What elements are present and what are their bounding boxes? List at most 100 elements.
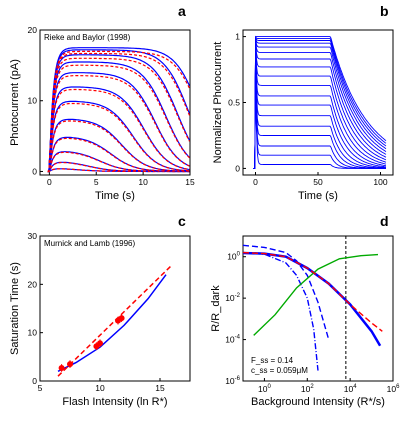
model-curve <box>57 274 167 372</box>
x-axis-label: Time (s) <box>298 190 338 202</box>
panel-letter-d: d <box>380 213 389 229</box>
fit-line <box>57 264 173 377</box>
panel-d: 100 102 104 106 10-6 10-4 10-2 100 Background In… <box>210 235 400 408</box>
data-point <box>58 364 65 371</box>
data-point <box>118 315 125 322</box>
panel-letter-c: c <box>178 213 186 229</box>
plot-frame <box>242 29 394 176</box>
model-curve <box>47 86 190 173</box>
series-line <box>242 251 382 347</box>
model-curve <box>253 48 386 169</box>
x-axis-label: Time (s) <box>95 190 135 202</box>
panel-a: 0 5 10 15 0 10 20 Time (s) Photocurrent (pA) Riek… <box>9 25 195 202</box>
x-tick-exponent: 2 <box>310 384 314 390</box>
series-line <box>242 251 383 332</box>
x-tick-label: 50 <box>313 177 323 187</box>
x-tick-label: 5 <box>38 383 43 393</box>
series-line <box>242 251 319 371</box>
x-tick-label: 5 <box>94 177 99 187</box>
model-curve <box>253 36 387 169</box>
model-curve <box>253 41 387 169</box>
data-curve <box>47 161 190 173</box>
model-curve <box>47 54 191 173</box>
plot-frame <box>39 29 191 176</box>
x-tick-label: 104 <box>344 384 357 394</box>
panel-annotation: F_ss = 0.14 <box>251 356 294 365</box>
data-curve <box>47 64 190 173</box>
y-axis-label: R/R_dark <box>210 285 222 332</box>
model-curve <box>253 44 387 169</box>
model-curve <box>47 100 190 173</box>
model-curve <box>47 61 190 173</box>
y-tick-label: 10 <box>28 328 38 338</box>
model-curve <box>253 50 386 169</box>
model-curve <box>253 47 386 169</box>
model-curve <box>253 37 387 169</box>
y-axis-label: Photocurrent (pA) <box>9 59 21 146</box>
x-tick-exponent: 0 <box>267 384 271 390</box>
x-tick-label: 10 <box>95 383 105 393</box>
x-axis-label: Flash Intensity (ln R*) <box>62 396 167 408</box>
y-tick-label: 20 <box>28 279 38 289</box>
model-curve <box>253 37 387 169</box>
panel-annotation: c_ss = 0.059μM <box>251 366 308 375</box>
model-curve <box>47 72 190 173</box>
y-tick-label: 0 <box>32 166 37 176</box>
y-tick-exponent: -6 <box>235 376 241 382</box>
y-tick-exponent: -4 <box>235 335 241 341</box>
model-curve <box>253 35 387 169</box>
data-curve <box>47 52 191 173</box>
y-tick-label: 10 <box>28 96 38 106</box>
y-tick-label: 100 <box>227 252 240 262</box>
y-tick-label: 1 <box>235 32 240 42</box>
plot-frame <box>39 235 191 382</box>
panel-annotation: Murnick and Lamb (1996) <box>44 239 135 248</box>
model-curve <box>47 47 191 173</box>
series-line <box>253 253 379 336</box>
y-tick-label: 10-2 <box>225 293 240 303</box>
y-tick-label: 0.5 <box>228 98 240 108</box>
plot-frame <box>242 235 394 382</box>
model-curve <box>47 49 191 173</box>
x-tick-exponent: 4 <box>353 384 357 390</box>
series-line <box>242 244 330 340</box>
y-tick-exponent: -2 <box>235 293 241 299</box>
panel-letter-b: b <box>380 3 389 19</box>
model-curve <box>47 136 190 173</box>
panel-annotation: Rieke and Baylor (1998) <box>44 33 131 42</box>
y-tick-label: 10-6 <box>225 376 240 386</box>
y-tick-label: 0 <box>235 163 240 173</box>
data-curve <box>47 75 190 173</box>
x-tick-label: 15 <box>185 177 195 187</box>
y-tick-label: 0 <box>32 376 37 386</box>
model-curve <box>253 45 387 169</box>
panel-c: 5 10 15 0 10 20 30 Flash Intensity (ln R*) Satur… <box>9 231 191 408</box>
data-curve <box>47 120 190 173</box>
model-curve <box>253 38 387 169</box>
y-tick-label: 30 <box>28 231 38 241</box>
model-curve <box>47 118 190 173</box>
x-axis-label: Background Intensity (R*/s) <box>251 396 385 408</box>
model-curve <box>253 38 387 169</box>
model-curve <box>253 51 386 169</box>
x-tick-label: 106 <box>387 384 400 394</box>
model-curve <box>253 42 387 169</box>
panel-b: 0 50 100 0 0.5 1 Time (s) Normalized Photocurre… <box>212 29 394 202</box>
data-point <box>97 340 103 347</box>
x-tick-label: 100 <box>258 384 271 394</box>
y-tick-exponent: 0 <box>237 252 241 258</box>
x-tick-label: 0 <box>47 177 52 187</box>
model-curve <box>253 39 387 169</box>
y-axis-label: Saturation Time (s) <box>9 262 21 355</box>
y-tick-label: 10-4 <box>225 335 240 345</box>
x-tick-label: 10 <box>138 177 148 187</box>
x-tick-label: 100 <box>373 177 387 187</box>
x-tick-label: 102 <box>301 384 314 394</box>
x-tick-label: 0 <box>253 177 258 187</box>
model-curve <box>253 53 386 169</box>
y-axis-label: Normalized Photocurrent <box>212 42 224 164</box>
data-curve <box>47 88 190 173</box>
data-curve <box>47 137 190 173</box>
data-curve <box>47 57 191 173</box>
